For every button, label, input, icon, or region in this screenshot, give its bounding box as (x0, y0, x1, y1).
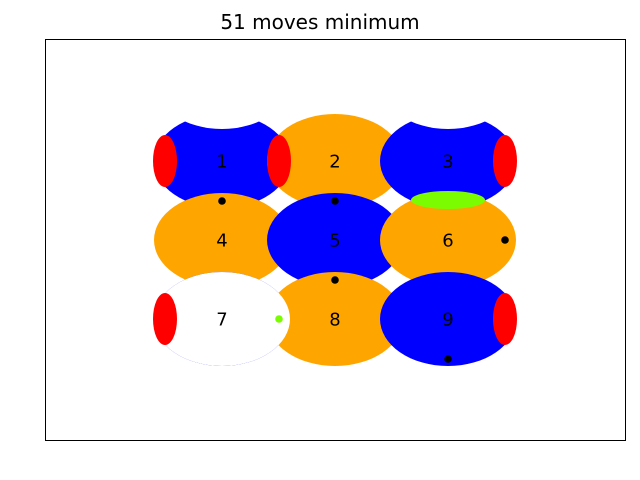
piece-6-body (380, 193, 516, 287)
piece-8-label: 8 (329, 310, 340, 331)
piece-3[interactable] (380, 35, 516, 208)
piece-4-bottom-notch (154, 272, 290, 366)
piece-5[interactable] (267, 193, 403, 287)
piece-9-label: 9 (442, 310, 453, 331)
piece-2-body (267, 114, 403, 208)
piece-3-top-notch (380, 40, 516, 129)
piece-6[interactable] (380, 193, 516, 287)
piece-7-label: 7 (216, 310, 227, 331)
piece-1-label: 1 (216, 152, 227, 173)
piece-1-right-cap (267, 135, 291, 187)
piece-4[interactable] (154, 193, 290, 287)
piece-1[interactable] (154, 35, 290, 208)
piece-5-marker (331, 276, 339, 284)
piece-6-marker (501, 236, 509, 244)
puzzle-title: 51 moves minimum (220, 10, 420, 34)
piece-1-left-cap (153, 135, 177, 187)
piece-4-body (154, 193, 290, 287)
piece-9-marker (444, 355, 452, 363)
piece-1-top-notch (154, 40, 290, 129)
piece-7-left-cap (153, 293, 177, 345)
piece-3-body (380, 114, 516, 208)
piece-1-body (154, 114, 290, 208)
piece-9-body (380, 272, 516, 366)
piece-3-right-cap (493, 135, 517, 187)
piece-8[interactable] (267, 272, 403, 366)
piece-2[interactable] (267, 114, 403, 208)
piece-9[interactable] (380, 272, 516, 366)
piece-3-label: 3 (442, 152, 453, 173)
piece-9-right-cap (493, 293, 517, 345)
piece-2-marker (331, 197, 339, 205)
piece-8-body (267, 272, 403, 366)
piece-6-top-cap (411, 191, 485, 209)
piece-7-marker (275, 315, 283, 323)
piece-6-label: 6 (442, 231, 453, 252)
piece-4-label: 4 (216, 231, 227, 252)
piece-2-label: 2 (329, 152, 340, 173)
piece-5-label: 5 (329, 231, 340, 252)
piece-5-body (267, 193, 403, 287)
piece-1-marker (218, 197, 226, 205)
